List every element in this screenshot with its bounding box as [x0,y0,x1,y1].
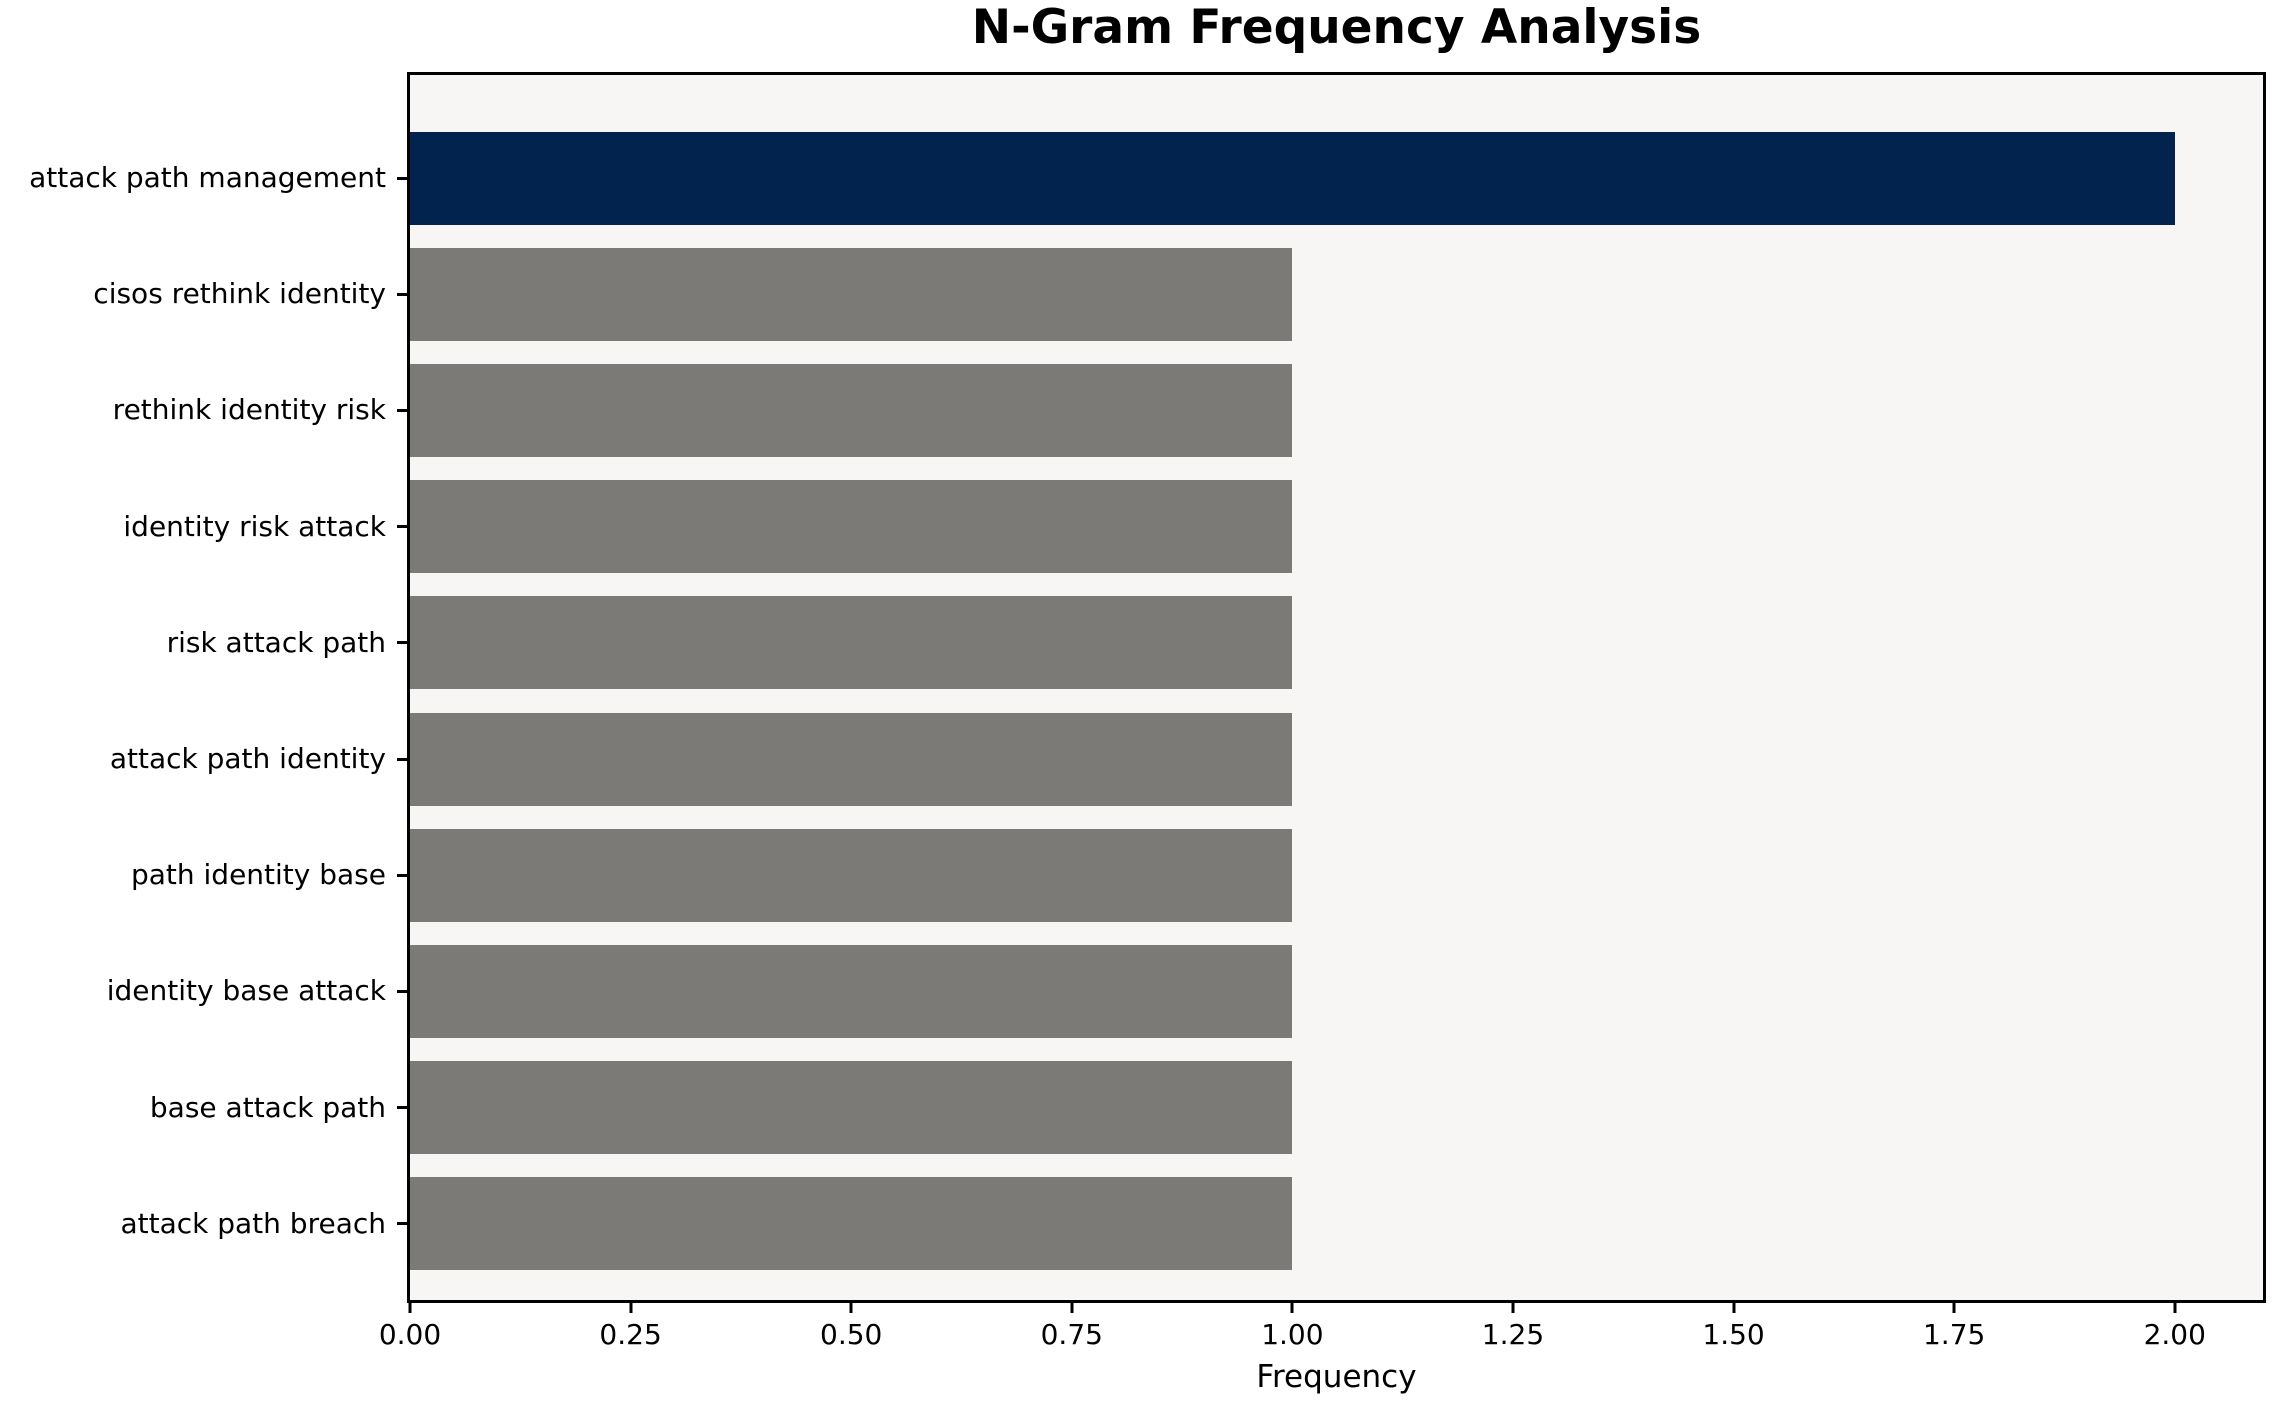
bar-8 [410,1061,1293,1155]
y-tick-mark [397,176,407,180]
category-label: attack path breach [120,1206,386,1240]
plot-area: attack path management cisos rethink iden… [29,72,2266,1351]
y-tick-mark [397,989,407,993]
x-tick-label: 2.00 [2143,1318,2206,1351]
x-tick-label: 0.50 [820,1318,883,1351]
bar-7 [410,944,1293,1038]
x-tick-label: 1.75 [1922,1318,1986,1351]
category-label: risk attack path [166,625,386,659]
x-tick-label: 1.25 [1481,1318,1545,1351]
x-tick-mark [408,1303,412,1313]
x-tick-mark [1952,1303,1956,1313]
chart-title: N-Gram Frequency Analysis [971,0,1702,55]
x-tick-label: 1.50 [1702,1318,1765,1351]
category-label: attack path identity [109,742,386,775]
y-tick-mark [397,641,407,645]
category-label: identity risk attack [123,509,386,543]
category-label: rethink identity risk [112,393,386,427]
x-tick-label: 0.25 [599,1318,662,1351]
category-label: cisos rethink identity [93,277,386,311]
category-label: base attack path [149,1090,386,1124]
bar-3 [410,480,1293,574]
y-tick-mark [397,408,407,412]
x-tick-mark [1070,1303,1074,1313]
x-tick-label: 0.00 [378,1318,442,1351]
bar-4 [410,596,1293,690]
y-tick-mark [397,292,407,296]
x-tick-label: 0.75 [1040,1318,1103,1351]
category-label: attack path management [29,161,386,194]
x-tick-label: 1.00 [1261,1318,1324,1351]
x-axis-label: Frequency [1256,1359,1417,1395]
x-tick-mark [1511,1303,1515,1313]
x-tick-mark [629,1303,633,1313]
x-tick-mark [849,1303,853,1313]
x-tick-mark [1732,1303,1736,1313]
bar-1 [410,247,1293,341]
y-tick-mark [397,873,407,877]
bar-9 [410,1177,1293,1271]
y-tick-mark [397,1222,407,1226]
x-tick-mark [1290,1303,1294,1313]
bar-5 [410,712,1293,806]
category-label: identity base attack [106,974,386,1008]
category-label: path identity base [130,858,386,892]
y-tick-mark [397,525,407,529]
bar-6 [410,828,1293,922]
y-tick-mark [397,757,407,761]
x-tick-mark [2173,1303,2177,1313]
bar-0 [410,131,2175,225]
bar-2 [410,363,1293,457]
y-tick-mark [397,1106,407,1110]
